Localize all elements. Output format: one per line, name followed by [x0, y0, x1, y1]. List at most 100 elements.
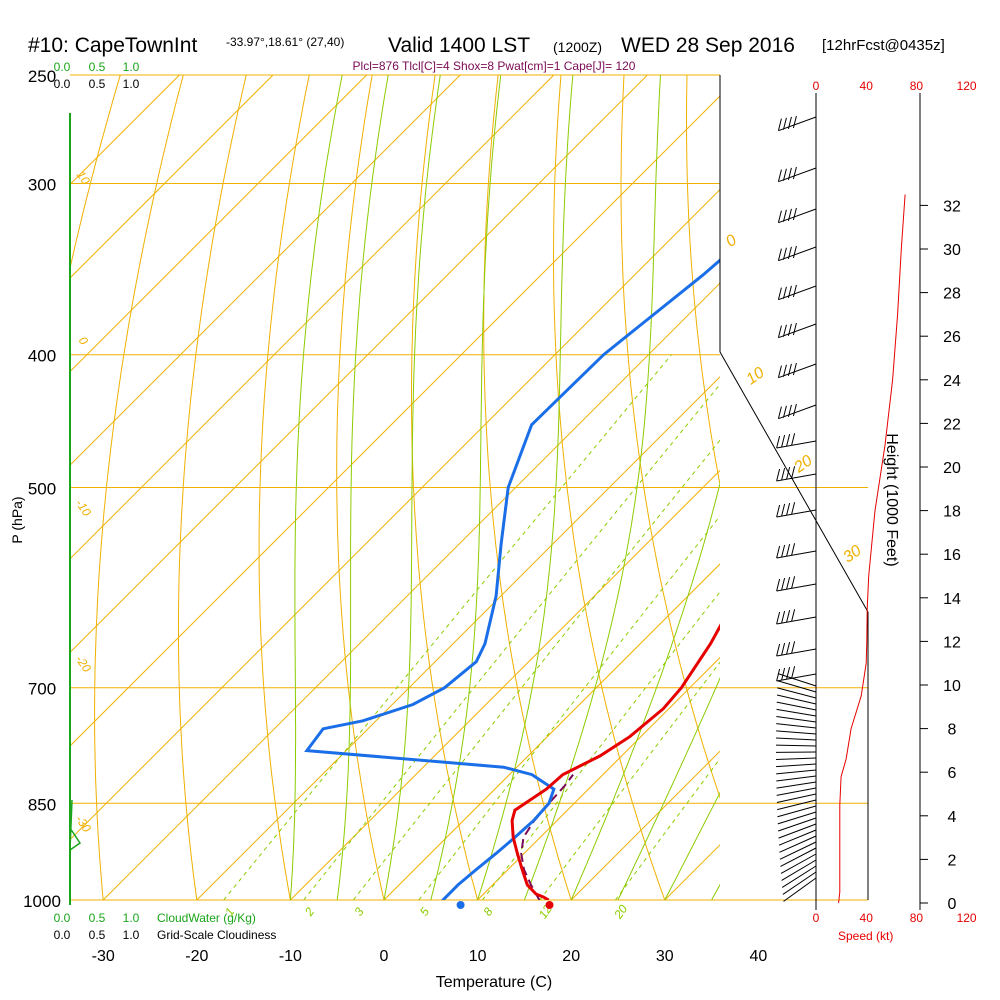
- wind-barb-feather: [776, 611, 781, 625]
- dry-adiabat-label: 0: [723, 232, 740, 251]
- wind-barb: [778, 817, 817, 832]
- temperature-tick-label: 10: [469, 948, 487, 965]
- temperature-tick-label: -30: [92, 948, 115, 965]
- speed-tick-top: 120: [957, 79, 977, 93]
- wind-barb-feather: [791, 666, 796, 679]
- wind-barb-feather: [776, 504, 781, 518]
- wind-barb: [776, 723, 817, 729]
- isotherm-line: [383, 563, 720, 900]
- height-tick-label: 32: [943, 198, 961, 215]
- profiles: [304, 258, 720, 900]
- wind-barb-feather: [781, 434, 786, 448]
- height-tick-label: 20: [943, 460, 961, 477]
- moist-adiabat-line: [570, 481, 720, 900]
- wind-barb: [779, 841, 817, 860]
- cloud-water-label: CloudWater (g/Kg): [157, 911, 256, 925]
- moist-adiabat-line: [617, 677, 720, 900]
- cloud-water-tick-bottom: 0.0: [54, 911, 71, 925]
- wind-barb: [778, 285, 817, 301]
- pressure-tick-label: 300: [28, 176, 56, 195]
- temperature-axis-label: Temperature (C): [436, 974, 552, 991]
- speed-tick-top: 40: [860, 79, 874, 93]
- height-tick-label: 8: [948, 722, 957, 739]
- wind-barb: [777, 799, 817, 811]
- panel-border: [719, 351, 869, 613]
- wind-barb: [776, 793, 817, 803]
- pressure-tick-label: 400: [28, 347, 56, 366]
- wind-barb-feather: [781, 503, 786, 517]
- mixing-ratio-line: [352, 439, 720, 900]
- isotherm-label: -20: [73, 653, 95, 676]
- wind-barb-feather: [777, 406, 782, 419]
- cloud-water-trace: [69, 799, 82, 852]
- height-tick-label: 28: [943, 286, 961, 303]
- wind-barb: [776, 730, 817, 735]
- wind-barb: [776, 708, 817, 717]
- wind-barb-feather: [776, 668, 781, 682]
- wind-barb: [778, 246, 817, 262]
- temperature-tick-label: 30: [656, 948, 674, 965]
- height-tick-label: 0: [948, 896, 957, 913]
- mixing-ratio-label: 20: [611, 902, 631, 922]
- moist-adiabat-line: [477, 75, 574, 900]
- forecast-label: [12hrFcst@0435z]: [822, 37, 945, 54]
- dry-adiabat-label: 20: [790, 452, 815, 477]
- wind-barb-feather: [787, 167, 792, 181]
- cloud-water-strip: 0.0 0.0 0.5 0.5 1.0 1.0 0.0 0.0 0.5 0.5 1.0 1.0 Clou…: [54, 60, 277, 942]
- temperature-tick-label: -20: [185, 948, 208, 965]
- wind-barb-feather: [776, 578, 781, 592]
- wind-barb: [776, 715, 817, 723]
- wind-barb-feather: [786, 467, 791, 480]
- wind-barb: [776, 775, 817, 782]
- wind-speed-line: [838, 194, 906, 904]
- wind-barb: [780, 853, 817, 874]
- wind-barb-feather: [791, 641, 796, 654]
- wind-barb-feather: [782, 405, 787, 418]
- wind-barb-feather: [777, 248, 782, 261]
- wind-barb-feather: [787, 323, 792, 337]
- wind-barb-feather: [791, 609, 796, 622]
- height-axis-label: Height (1000 Feet): [883, 433, 900, 566]
- cloudiness-tick-top: 0.0: [54, 77, 71, 91]
- temperature-line: [510, 623, 720, 900]
- wind-barb: [778, 823, 817, 839]
- wind-barb-feather: [792, 207, 797, 221]
- wind-barb: [778, 363, 817, 379]
- cloudiness-tick-top: 1.0: [123, 77, 140, 91]
- dry-adiabat-label: 10: [743, 364, 767, 388]
- wind-barb-feather: [787, 208, 792, 222]
- mixing-ratio-lines: [223, 354, 720, 900]
- wind-barb-feather: [787, 246, 792, 260]
- height-tick-label: 2: [948, 852, 957, 869]
- moist-adiabat-line: [336, 75, 389, 900]
- wind-barb-feather: [781, 610, 786, 624]
- wind-barb: [777, 687, 817, 699]
- height-tick-label: 4: [948, 809, 957, 826]
- wind-barb: [776, 701, 817, 711]
- speed-label: Speed (kt): [838, 929, 893, 943]
- wind-barb: [778, 116, 817, 132]
- wind-barb: [781, 859, 817, 881]
- height-tick-label: 24: [943, 373, 961, 390]
- wind-barb: [777, 811, 817, 825]
- wind-barb-feather: [786, 503, 791, 516]
- wind-barb-feather: [787, 116, 792, 130]
- wind-barb-feather: [786, 642, 791, 655]
- wind-barb: [776, 673, 817, 682]
- wind-barb: [775, 744, 817, 747]
- wind-barb: [778, 404, 817, 420]
- height-tick-label: 14: [943, 591, 961, 608]
- wind-barb: [778, 829, 817, 846]
- wind-barb-feather: [777, 169, 782, 182]
- wind-barb-feather: [781, 467, 786, 481]
- isotherm-label: -30: [73, 813, 95, 836]
- cloud-water-tick-top: 1.0: [123, 60, 140, 74]
- dry-adiabat-line: [620, 75, 720, 799]
- wind-barb-feather: [791, 433, 796, 446]
- wind-barb-feather: [781, 544, 786, 558]
- mixing-ratio-label: 8: [480, 905, 495, 919]
- wind-barb: [776, 648, 817, 657]
